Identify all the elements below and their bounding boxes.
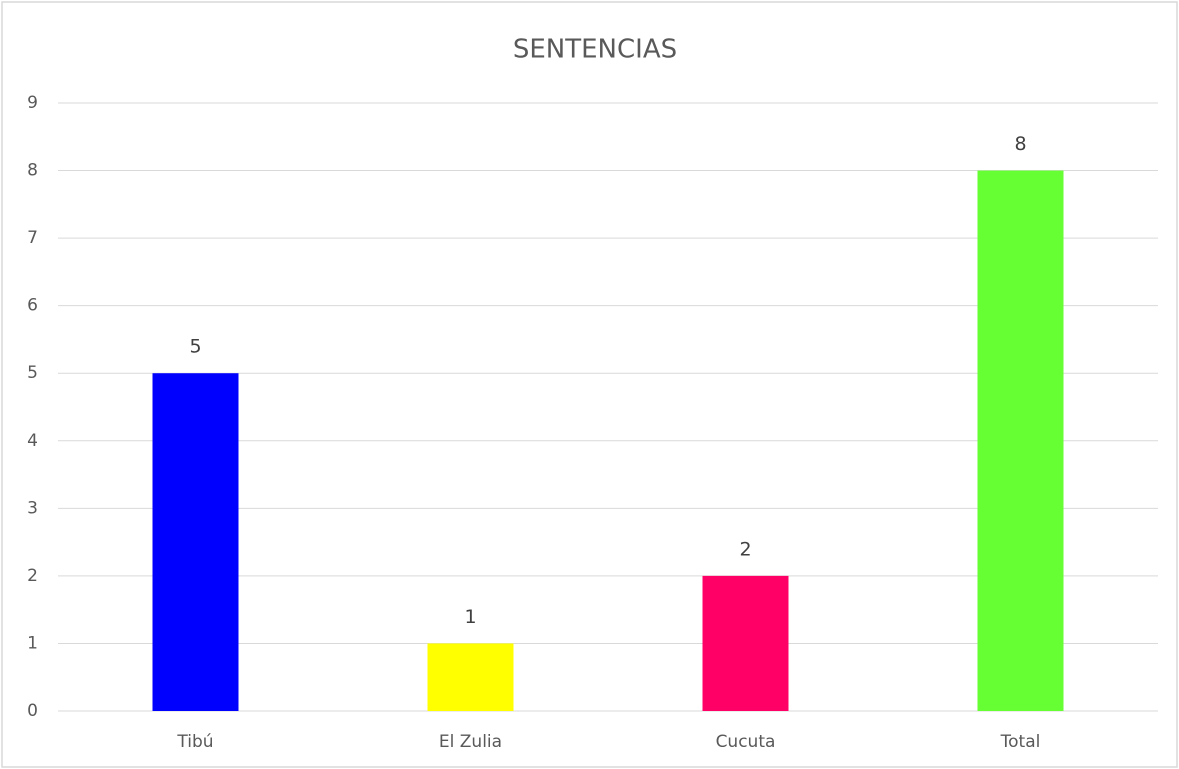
x-tick-label: Tibú (176, 732, 213, 752)
chart-title: SENTENCIAS (513, 35, 677, 65)
data-label: 1 (464, 606, 476, 628)
y-tick-label: 5 (27, 363, 38, 383)
y-tick-label: 2 (27, 566, 38, 586)
data-label: 5 (189, 336, 201, 358)
y-tick-label: 0 (27, 701, 38, 721)
y-tick-label: 9 (27, 93, 38, 113)
y-tick-label: 8 (27, 161, 38, 181)
x-tick-label: Cucuta (716, 732, 776, 752)
bar (702, 575, 789, 711)
y-tick-label: 7 (27, 228, 38, 248)
bar (977, 170, 1064, 712)
x-tick-label: El Zulia (439, 732, 502, 752)
bar (152, 373, 239, 711)
y-tick-label: 3 (27, 498, 38, 518)
data-label: 2 (739, 538, 751, 560)
y-tick-label: 6 (27, 296, 38, 316)
data-label: 8 (1014, 133, 1026, 155)
y-tick-label: 4 (27, 431, 38, 451)
bar (427, 643, 514, 711)
x-tick-label: Total (1000, 732, 1041, 752)
y-tick-label: 1 (27, 633, 38, 653)
